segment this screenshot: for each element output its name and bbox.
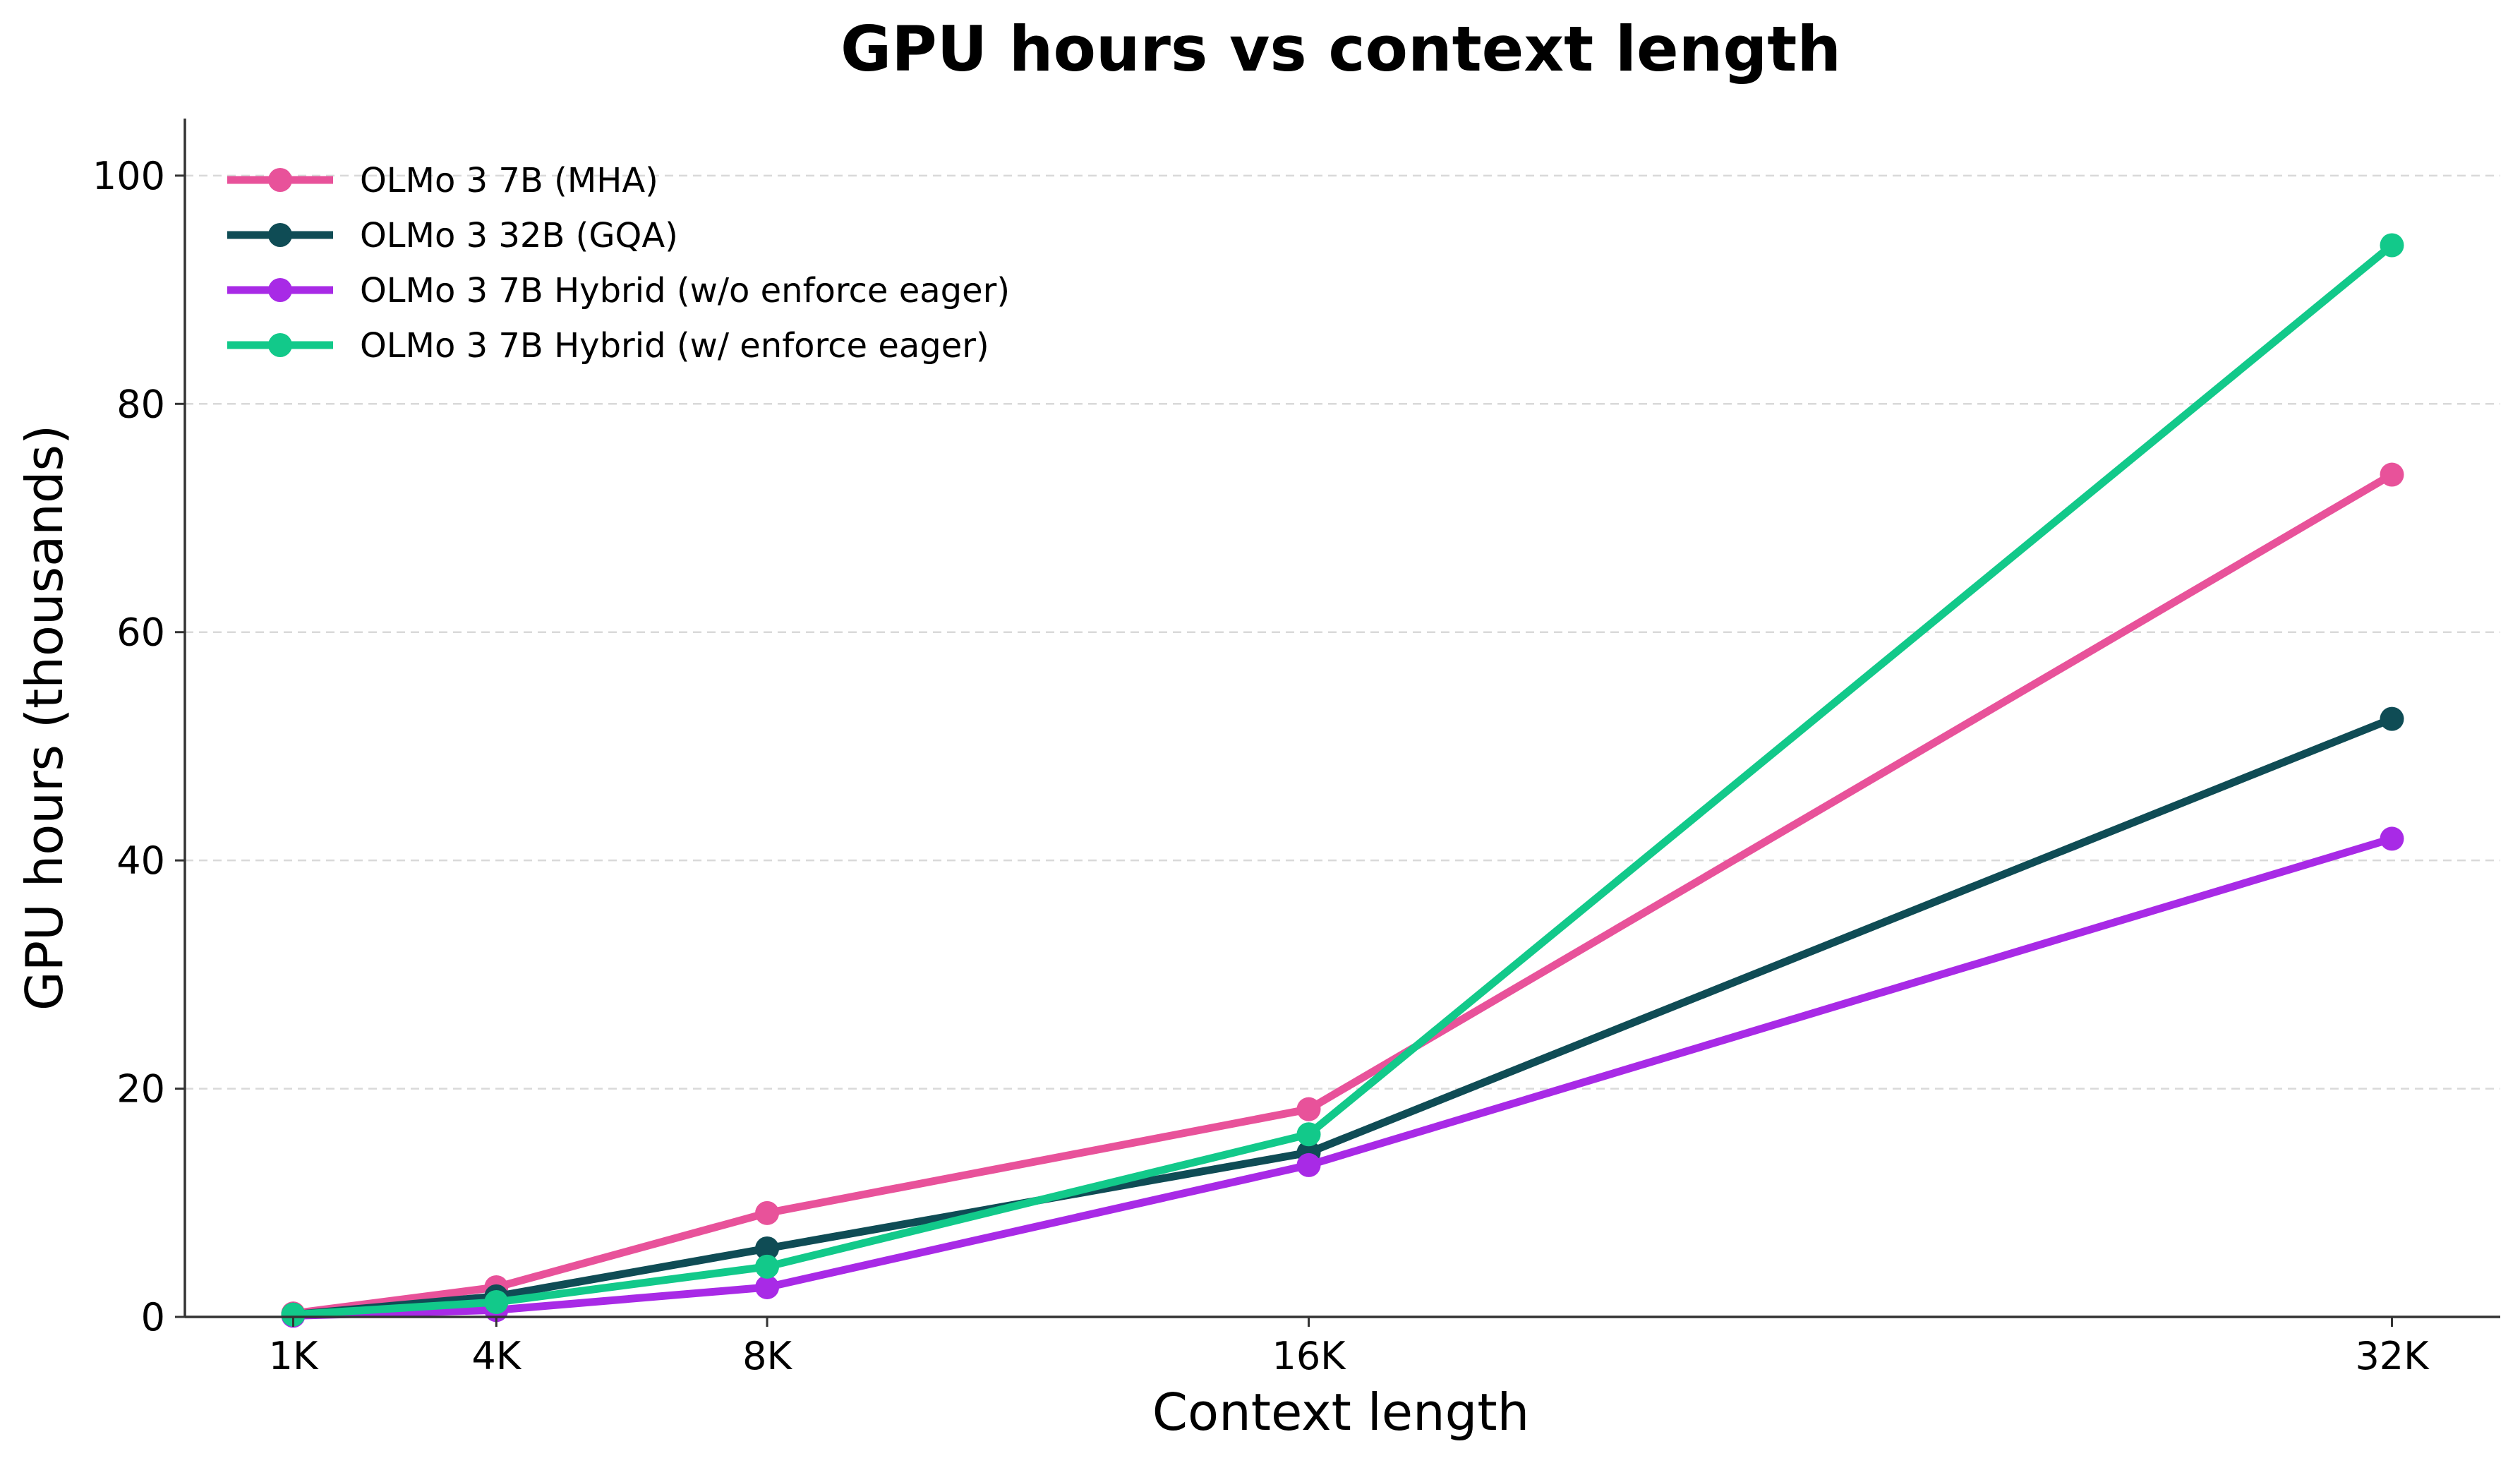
y-tick-label: 80 — [116, 382, 165, 426]
y-tick-label: 100 — [92, 154, 165, 198]
x-tick-label: 1K — [269, 1334, 319, 1378]
legend-label: OLMo 3 7B (MHA) — [360, 161, 658, 200]
x-tick-label: 32K — [2355, 1334, 2430, 1378]
series-line — [289, 471, 2396, 1318]
data-point — [755, 1275, 780, 1299]
series-line — [289, 834, 2396, 1320]
legend-item: OLMo 3 7B Hybrid (w/ enforce eager) — [227, 326, 989, 366]
data-point — [755, 1236, 780, 1260]
x-tick-label: 16K — [1272, 1334, 1346, 1378]
legend-marker — [268, 278, 292, 302]
legend-item: OLMo 3 7B (MHA) — [227, 161, 658, 200]
legend-label: OLMo 3 7B Hybrid (w/ enforce eager) — [360, 326, 989, 366]
data-point — [755, 1200, 780, 1225]
axes — [183, 119, 2500, 1318]
x-tick-label: 8K — [742, 1334, 792, 1378]
legend-item: OLMo 3 32B (GQA) — [227, 216, 678, 255]
series-4 — [281, 233, 2404, 1327]
data-point — [1296, 1097, 1321, 1121]
series-line — [289, 715, 2396, 1319]
y-tick-label: 40 — [116, 838, 165, 883]
y-tick-label: 20 — [116, 1067, 165, 1112]
grid-lines — [185, 174, 2500, 1090]
data-point — [2380, 233, 2404, 258]
legend-marker — [268, 223, 292, 247]
legend: OLMo 3 7B (MHA) OLMo 3 32B (GQA) OLMo 3 7B… — [227, 161, 1010, 366]
chart-title: GPU hours vs context length — [840, 13, 1841, 85]
data-point — [1296, 1152, 1321, 1177]
data-point — [2380, 706, 2404, 731]
y-tick-label: 60 — [116, 610, 165, 655]
data-point — [755, 1254, 780, 1279]
legend-marker — [268, 168, 292, 192]
x-tick-label: 4K — [471, 1334, 522, 1378]
series-2 — [281, 706, 2404, 1327]
data-point — [2380, 826, 2404, 851]
data-point — [484, 1289, 509, 1314]
y-axis-label: GPU hours (thousands) — [15, 425, 74, 1011]
y-tick-label: 0 — [141, 1295, 165, 1339]
data-point — [2380, 462, 2404, 487]
y-ticks: 0 20 40 60 80 100 — [92, 154, 185, 1339]
series-1 — [281, 462, 2404, 1326]
legend-marker — [268, 333, 292, 357]
legend-item: OLMo 3 7B Hybrid (w/o enforce eager) — [227, 271, 1010, 311]
x-ticks: 1K 4K 8K 16K 32K — [269, 1317, 2430, 1378]
legend-label: OLMo 3 7B Hybrid (w/o enforce eager) — [360, 271, 1010, 311]
legend-label: OLMo 3 32B (GQA) — [360, 216, 678, 255]
data-point — [281, 1302, 306, 1327]
series-3 — [281, 826, 2404, 1328]
series-layer — [281, 233, 2404, 1328]
x-axis-label: Context length — [1152, 1383, 1529, 1442]
data-point — [1296, 1122, 1321, 1147]
